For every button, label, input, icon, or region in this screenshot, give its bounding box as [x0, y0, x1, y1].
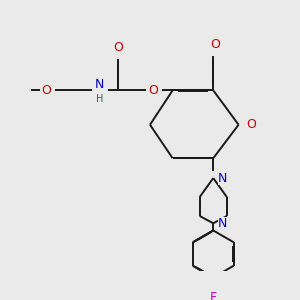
Text: O: O	[246, 118, 256, 131]
Text: N: N	[218, 217, 227, 230]
Text: O: O	[41, 84, 51, 97]
Text: F: F	[210, 291, 217, 300]
Text: N: N	[218, 172, 227, 184]
Text: O: O	[148, 84, 158, 97]
Text: N: N	[95, 78, 104, 91]
Text: O: O	[210, 38, 220, 51]
Text: O: O	[113, 40, 123, 53]
Text: H: H	[96, 94, 103, 103]
